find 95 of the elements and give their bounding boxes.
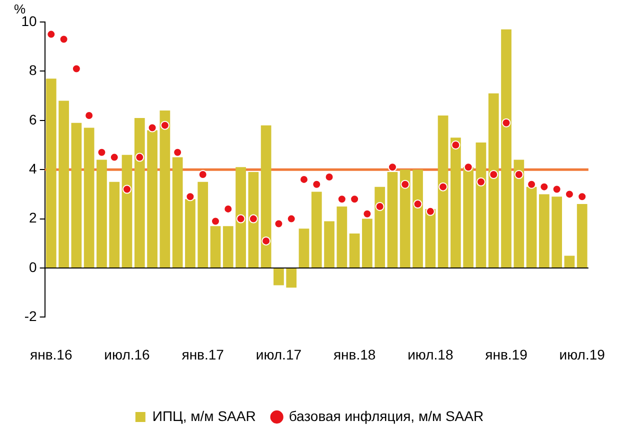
point [173, 148, 182, 157]
bar [450, 138, 461, 268]
point [248, 214, 258, 224]
x-tick-label: янв.17 [182, 346, 224, 362]
bar [84, 128, 94, 268]
y-tick-label: -2 [24, 308, 38, 324]
bar [514, 160, 524, 268]
bar [298, 228, 310, 268]
bar [463, 167, 474, 268]
point [350, 194, 360, 204]
bar [236, 167, 246, 268]
bar [488, 93, 499, 268]
point [514, 170, 524, 180]
legend-label: ИПЦ, м/м SAAR [152, 408, 256, 424]
point [59, 34, 68, 44]
point [312, 180, 322, 189]
bar [172, 157, 183, 268]
point [502, 118, 511, 128]
point [540, 182, 549, 192]
point [489, 170, 498, 180]
point [122, 184, 132, 194]
x-tick-label: июл.19 [559, 346, 606, 362]
bar [539, 194, 550, 268]
point [451, 140, 460, 150]
bar [210, 226, 221, 268]
bar [324, 221, 334, 268]
y-tick-label: 2 [29, 210, 38, 226]
point [286, 214, 296, 224]
bar [311, 192, 322, 268]
x-tick-label: июл.16 [104, 346, 150, 362]
bar [58, 100, 69, 268]
bar [286, 268, 297, 288]
x-tick-label: янв.18 [333, 346, 376, 362]
bar [222, 226, 234, 268]
x-tick-label: янв.19 [485, 346, 528, 362]
bar [552, 196, 562, 268]
point [262, 236, 271, 246]
x-tick-label: янв.16 [30, 346, 72, 362]
point [578, 192, 587, 202]
point [97, 148, 106, 157]
point [274, 219, 284, 228]
bar [260, 125, 272, 268]
point [46, 30, 56, 39]
y-tick-label: 4 [29, 160, 38, 176]
bar [526, 186, 537, 268]
bar [71, 122, 82, 268]
point [110, 152, 119, 162]
point [413, 200, 422, 209]
bar [185, 199, 196, 268]
bar [336, 206, 348, 268]
bar [96, 160, 107, 268]
bar [109, 182, 120, 268]
bar [412, 170, 423, 268]
point [552, 184, 562, 194]
bar [349, 234, 360, 268]
point [464, 162, 473, 172]
bar [147, 130, 158, 268]
bar [46, 78, 56, 268]
point [527, 180, 536, 189]
bar [438, 115, 448, 268]
bar [425, 208, 436, 268]
x-tick-label: июл.18 [408, 346, 454, 362]
point [160, 120, 170, 130]
bar [122, 154, 132, 268]
bar [374, 186, 386, 268]
point [400, 180, 410, 189]
y-tick-label: 6 [29, 111, 38, 128]
bar [576, 204, 588, 268]
bar [274, 268, 284, 286]
point [337, 194, 346, 204]
y-tick-label: 0 [29, 258, 38, 275]
point [438, 182, 448, 192]
point [236, 214, 246, 224]
legend-label: базовая инфляция, м/м SAAR [288, 408, 484, 424]
point [426, 206, 435, 216]
bar [134, 118, 145, 268]
bar [248, 172, 259, 268]
y-tick-label: 8 [29, 62, 38, 78]
bar [362, 218, 372, 268]
point [388, 162, 397, 172]
bar [160, 110, 170, 268]
point [375, 202, 384, 211]
point [72, 64, 81, 74]
point [135, 152, 144, 162]
point [476, 177, 486, 186]
point [148, 123, 157, 132]
bar [564, 256, 575, 268]
bar [400, 170, 410, 268]
bar [198, 182, 208, 268]
bar [476, 142, 486, 268]
bar [387, 172, 398, 268]
bar [501, 29, 512, 268]
point [362, 209, 372, 218]
point [186, 192, 195, 202]
x-tick-label: июл.17 [256, 346, 302, 362]
